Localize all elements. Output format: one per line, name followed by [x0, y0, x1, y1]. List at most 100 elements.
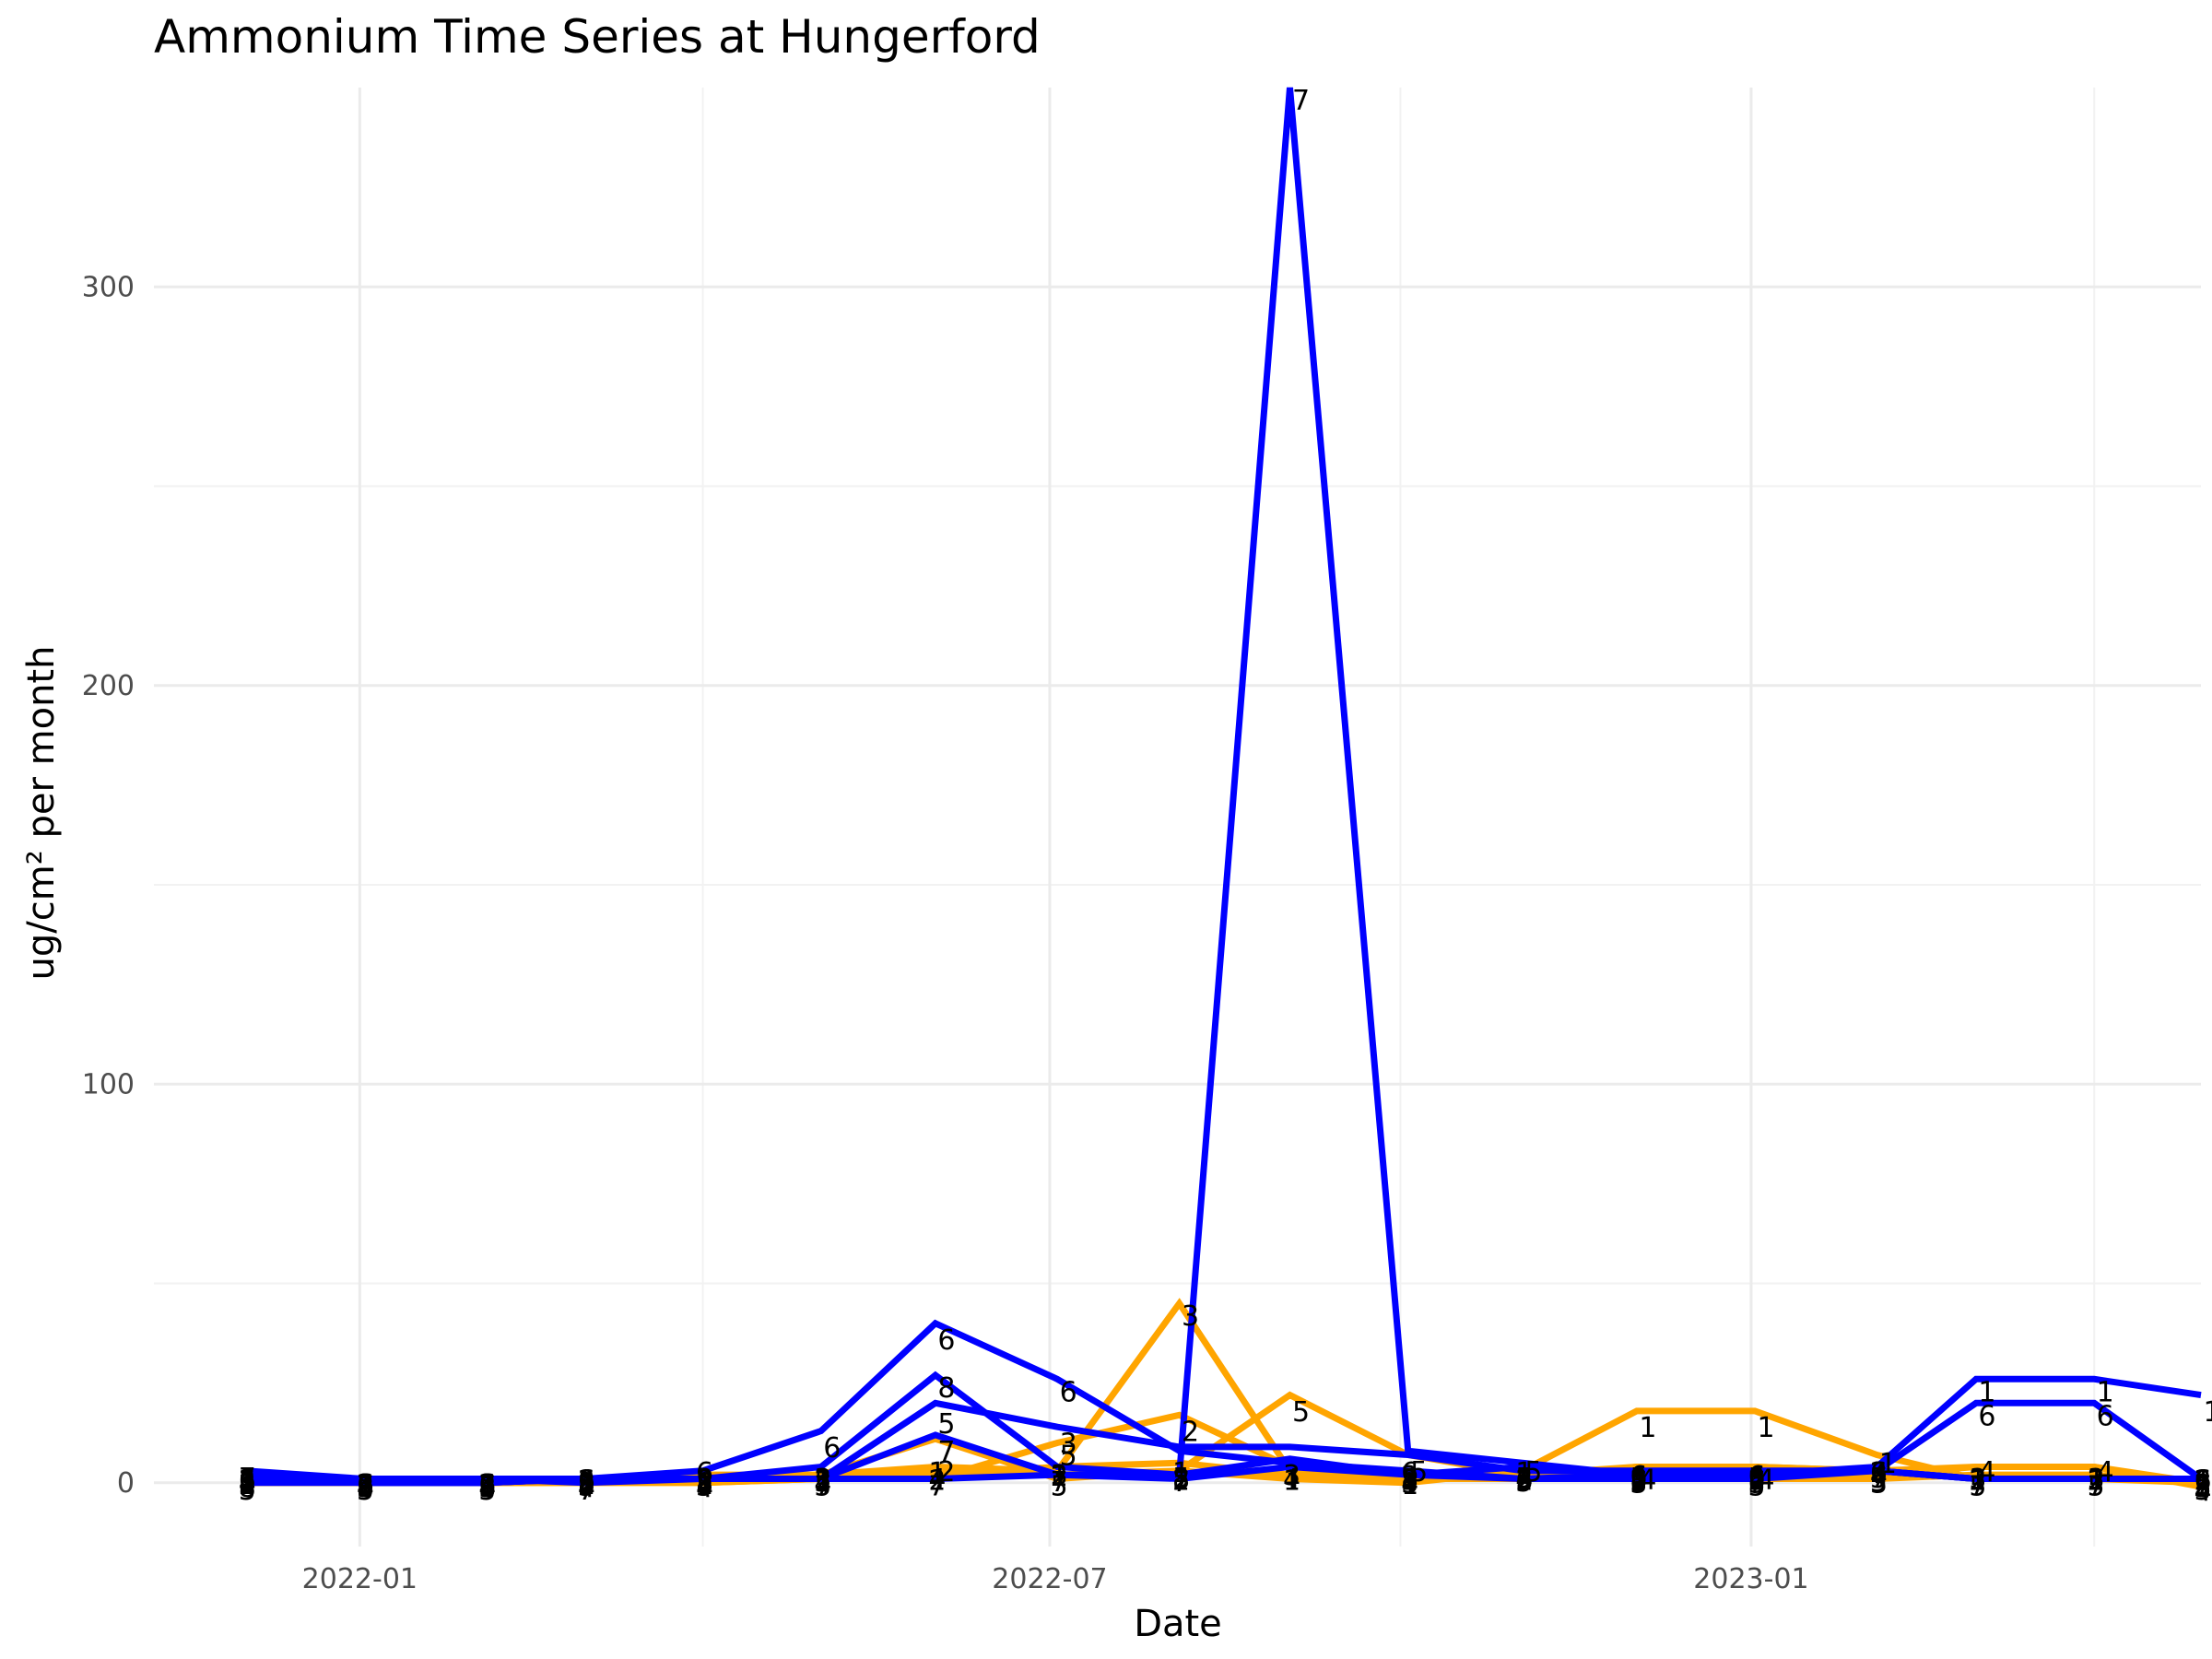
point-label: 7	[928, 1470, 946, 1502]
point-label: 3	[814, 1464, 831, 1496]
data-label: 4	[1639, 1464, 1656, 1496]
point-label: 5	[1748, 1470, 1766, 1502]
point-label: 2	[1515, 1465, 1533, 1497]
point-labels: 1 1 1 1 1 1 1 1 1 1 1 1 1 1 13 3 3 3 3 3 3 3 3 3 3 3 3 3 3 35 5 5 5 5 5 5 5 5…	[239, 1457, 2212, 1508]
point-label: 2	[1870, 1457, 1888, 1489]
point-label: 2	[357, 1469, 374, 1501]
point-label: 3	[1401, 1467, 1418, 1500]
point-label: 3	[1969, 1464, 1986, 1496]
point-label: 7	[1051, 1466, 1068, 1499]
point-label: 1	[696, 1469, 713, 1501]
data-label: 4	[2097, 1456, 2114, 1488]
point-label: 3	[1870, 1467, 1888, 1500]
point-label: 7	[1172, 1466, 1190, 1499]
data-label: 1	[2097, 1376, 2114, 1408]
point-label: 1	[1172, 1457, 1190, 1489]
grid	[154, 88, 2201, 1547]
point-label: 2	[696, 1465, 713, 1497]
point-label: 5	[578, 1470, 595, 1502]
point-label: 2	[578, 1469, 595, 1501]
point-label: 5	[1870, 1466, 1888, 1499]
point-label: 2	[2194, 1465, 2211, 1497]
point-label: 8	[1172, 1464, 1190, 1496]
point-label: 5	[814, 1470, 831, 1502]
point-label: 7	[578, 1475, 595, 1507]
point-label: 6	[239, 1465, 256, 1497]
data-label: 5	[937, 1408, 955, 1441]
point-label: 5	[1515, 1466, 1533, 1499]
point-label: 1	[1401, 1469, 1418, 1501]
point-label: 4	[2194, 1476, 2211, 1508]
point-label: 3	[696, 1464, 713, 1496]
point-label: 3	[1515, 1464, 1533, 1496]
series-line	[245, 87, 2201, 1487]
point-label: 5	[239, 1475, 256, 1507]
point-label: 1	[578, 1469, 595, 1501]
point-label: 4	[814, 1467, 831, 1500]
point-label: 3	[578, 1467, 595, 1500]
point-label: 3	[1051, 1460, 1068, 1492]
point-label: 6	[1401, 1457, 1418, 1489]
point-label: 1	[814, 1465, 831, 1497]
data-label: 5	[1060, 1441, 1077, 1473]
point-label: 1	[2194, 1465, 2211, 1497]
data-label: 6	[1060, 1376, 1077, 1408]
point-label: 4	[239, 1467, 256, 1500]
point-label: 8	[1630, 1464, 1647, 1496]
series-lines	[245, 87, 2204, 1490]
y-tick-label: 100	[82, 1068, 135, 1100]
annotations: 768572635325611164164115544	[823, 85, 2212, 1496]
point-label: 2	[696, 1465, 713, 1497]
data-label: 3	[1060, 1429, 1077, 1461]
point-label: 7	[2194, 1470, 2211, 1502]
x-tick-label: 2022-07	[992, 1563, 1107, 1595]
point-label: 6	[357, 1469, 374, 1501]
y-tick-label: 300	[82, 271, 135, 303]
point-label: 5	[239, 1466, 256, 1499]
point-label: 2	[1401, 1465, 1418, 1497]
chart-title: Ammonium Time Series at Hungerford	[154, 10, 1041, 64]
data-label: 1	[1639, 1412, 1656, 1444]
y-tick-label: 0	[117, 1467, 135, 1500]
point-label: 7	[1630, 1466, 1647, 1499]
point-label: 5	[478, 1475, 496, 1507]
point-label: 2	[1051, 1461, 1068, 1493]
series-line	[245, 1431, 2201, 1487]
point-label: 8	[357, 1472, 374, 1504]
point-label: 4	[478, 1472, 496, 1504]
point-label: 6	[696, 1457, 713, 1489]
data-label: 4	[1758, 1464, 1775, 1496]
point-label: 8	[239, 1472, 256, 1504]
point-label: 5	[357, 1475, 374, 1507]
point-label: 2	[1172, 1465, 1190, 1497]
point-label: 2	[578, 1465, 595, 1497]
point-label: 5	[1630, 1463, 1647, 1495]
point-label: 3	[478, 1472, 496, 1504]
data-label: 8	[937, 1372, 955, 1405]
point-label: 2	[1870, 1457, 1888, 1489]
y-tick-label: 200	[82, 670, 135, 702]
point-label: 8	[696, 1467, 713, 1500]
point-label: 2	[1515, 1465, 1533, 1497]
point-label: 4	[1401, 1467, 1418, 1500]
point-label: 4	[1283, 1464, 1300, 1496]
point-label: 1	[1969, 1465, 1986, 1497]
data-label: 6	[2097, 1400, 2114, 1432]
point-label: 5	[1748, 1463, 1766, 1495]
point-label: 5	[1515, 1463, 1533, 1495]
point-label: 3	[1283, 1460, 1300, 1492]
point-label: 7	[1748, 1466, 1766, 1499]
point-label: 2	[814, 1465, 831, 1497]
point-label: 2	[239, 1465, 256, 1497]
point-label: 2	[2194, 1469, 2211, 1501]
data-label: 2	[1182, 1417, 1199, 1449]
point-label: 4	[578, 1472, 595, 1504]
x-axis-ticks: 2022-01 2022-07 2023-01	[302, 1563, 1809, 1595]
point-label: 7	[2088, 1470, 2105, 1502]
point-label: 3	[1748, 1467, 1766, 1500]
point-label: 2	[478, 1469, 496, 1501]
point-label: 1	[1283, 1465, 1300, 1497]
point-label: 4	[357, 1472, 374, 1504]
point-label: 2	[478, 1469, 496, 1501]
